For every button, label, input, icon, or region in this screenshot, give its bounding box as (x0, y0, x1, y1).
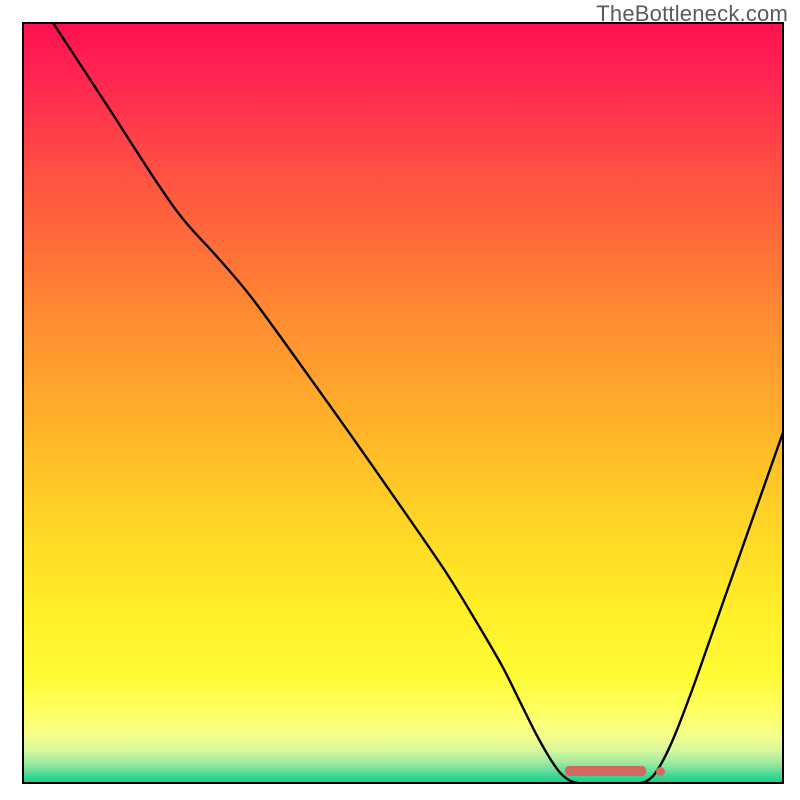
plot-area (22, 22, 784, 784)
bottleneck-curve (22, 22, 784, 784)
chart-container: TheBottleneck.com (0, 0, 800, 800)
optimal-range-marker (565, 766, 646, 776)
optimal-range-marker-dot (656, 767, 665, 776)
